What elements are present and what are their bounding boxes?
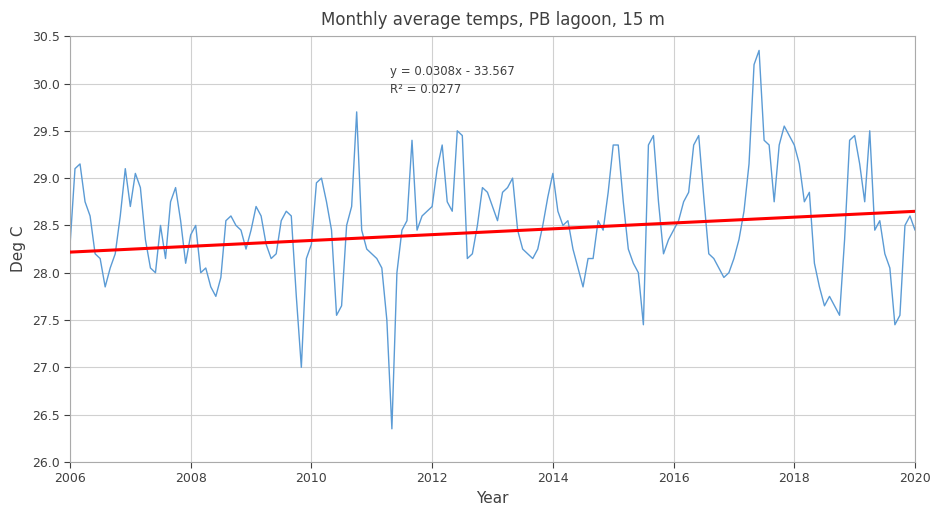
X-axis label: Year: Year bbox=[477, 491, 509, 506]
Text: y = 0.0308x - 33.567
R² = 0.0277: y = 0.0308x - 33.567 R² = 0.0277 bbox=[390, 65, 514, 96]
Y-axis label: Deg C: Deg C bbox=[11, 226, 26, 272]
Title: Monthly average temps, PB lagoon, 15 m: Monthly average temps, PB lagoon, 15 m bbox=[320, 11, 664, 29]
